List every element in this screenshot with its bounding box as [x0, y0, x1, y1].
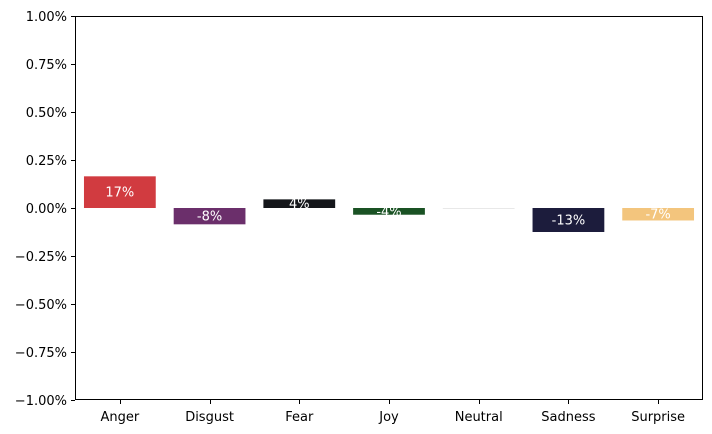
- plot-frame: [75, 16, 703, 400]
- bar-joy: [353, 208, 425, 215]
- bar-anger: [83, 176, 156, 208]
- bar-sadness: [532, 208, 605, 232]
- y-tick-label: 0.50%: [26, 106, 67, 121]
- bar-fear: [263, 199, 336, 208]
- y-tick-label: −1.00%: [15, 394, 67, 409]
- x-tick-label: Disgust: [185, 410, 234, 425]
- x-tick-label: Joy: [378, 410, 399, 425]
- bar-label-anger: 17%: [105, 186, 134, 201]
- bar-label-disgust: -8%: [197, 210, 222, 225]
- y-tick-label: −0.50%: [15, 298, 67, 313]
- bar-labels-layer: 17% -8% 4% -4% -13% -7%: [105, 186, 670, 229]
- y-tick-label: 0.25%: [26, 154, 67, 169]
- bar-label-sadness: -13%: [552, 214, 586, 229]
- bar-label-joy: -4%: [376, 205, 401, 220]
- y-axis: −1.00% −0.75% −0.50% −0.25% 0.00% 0.25% 0.50% 0…: [15, 10, 75, 409]
- x-tick-label: Neutral: [455, 410, 503, 425]
- x-axis: Anger Disgust Fear Joy Neutral Sadness Surpris…: [100, 400, 685, 425]
- y-tick-label: −0.25%: [15, 250, 67, 265]
- y-tick-label: 0.75%: [26, 58, 67, 73]
- bar-surprise: [622, 208, 695, 221]
- x-tick-label: Anger: [100, 410, 139, 425]
- y-tick-label: 1.00%: [26, 10, 67, 25]
- x-tick-label: Surprise: [631, 410, 685, 425]
- bars-layer: [83, 176, 695, 232]
- y-tick-label: 0.00%: [26, 202, 67, 217]
- x-tick-label: Sadness: [541, 410, 595, 425]
- x-tick-label: Fear: [285, 410, 314, 425]
- bar-disgust: [173, 208, 246, 225]
- bar-label-fear: 4%: [289, 197, 310, 212]
- bar-label-surprise: -7%: [645, 208, 670, 223]
- y-tick-label: −0.75%: [15, 346, 67, 361]
- bar-neutral: [442, 208, 515, 209]
